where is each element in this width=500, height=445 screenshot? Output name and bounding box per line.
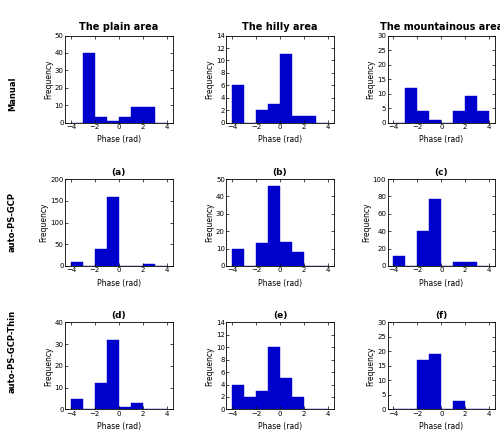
Bar [95, 117, 107, 122]
Bar [107, 121, 119, 122]
Y-axis label: Frequency: Frequency [40, 203, 48, 242]
Bar [477, 111, 489, 122]
Text: (c): (c) [434, 168, 448, 177]
Text: (d): (d) [112, 311, 126, 320]
X-axis label: Phase (rad): Phase (rad) [419, 135, 464, 145]
Bar [107, 340, 119, 409]
Title: The hilly area: The hilly area [242, 22, 318, 32]
Text: (f): (f) [435, 311, 448, 320]
X-axis label: Phase (rad): Phase (rad) [96, 422, 141, 431]
Bar [394, 255, 406, 266]
Bar [232, 85, 244, 122]
X-axis label: Phase (rad): Phase (rad) [419, 422, 464, 431]
Y-axis label: Frequency: Frequency [44, 346, 53, 386]
Bar [232, 249, 244, 266]
Bar [304, 116, 316, 122]
Bar [268, 186, 280, 266]
Bar [465, 97, 477, 122]
Bar [142, 107, 154, 122]
X-axis label: Phase (rad): Phase (rad) [419, 279, 464, 288]
Bar [268, 104, 280, 122]
Bar [280, 378, 292, 409]
Y-axis label: Frequency: Frequency [206, 203, 214, 242]
Bar [292, 116, 304, 122]
Bar [453, 262, 465, 266]
Bar [453, 111, 465, 122]
Text: auto-PS-GCP: auto-PS-GCP [8, 193, 17, 252]
Bar [95, 383, 107, 409]
Text: (a): (a) [112, 168, 126, 177]
Y-axis label: Frequency: Frequency [44, 59, 53, 99]
Title: The mountainous area: The mountainous area [380, 22, 500, 32]
Text: auto-PS-GCP-Thin: auto-PS-GCP-Thin [8, 310, 17, 393]
Bar [280, 242, 292, 266]
Text: (e): (e) [273, 311, 287, 320]
Bar [430, 199, 442, 266]
Bar [430, 120, 442, 122]
Bar [418, 111, 430, 122]
Bar [418, 360, 430, 409]
Bar [268, 347, 280, 409]
Bar [119, 117, 130, 122]
X-axis label: Phase (rad): Phase (rad) [96, 279, 141, 288]
Bar [292, 252, 304, 266]
Bar [406, 88, 417, 122]
Y-axis label: Frequency: Frequency [206, 346, 214, 386]
X-axis label: Phase (rad): Phase (rad) [258, 135, 302, 145]
Bar [83, 53, 95, 122]
Bar [244, 397, 256, 409]
Y-axis label: Frequency: Frequency [206, 59, 214, 99]
Y-axis label: Frequency: Frequency [362, 203, 371, 242]
X-axis label: Phase (rad): Phase (rad) [96, 135, 141, 145]
Bar [292, 397, 304, 409]
X-axis label: Phase (rad): Phase (rad) [258, 422, 302, 431]
Bar [256, 391, 268, 409]
Bar [107, 197, 119, 266]
Bar [71, 399, 83, 409]
Bar [142, 264, 154, 266]
Bar [130, 107, 142, 122]
Bar [256, 110, 268, 122]
Bar [119, 407, 130, 409]
Y-axis label: Frequency: Frequency [366, 346, 376, 386]
Bar [130, 403, 142, 409]
Text: (b): (b) [272, 168, 287, 177]
Y-axis label: Frequency: Frequency [366, 59, 376, 99]
Bar [256, 243, 268, 266]
Bar [95, 250, 107, 266]
Text: Manual: Manual [8, 76, 17, 111]
X-axis label: Phase (rad): Phase (rad) [258, 279, 302, 288]
Bar [430, 354, 442, 409]
Bar [418, 231, 430, 266]
Bar [71, 263, 83, 266]
Bar [465, 262, 477, 266]
Bar [453, 400, 465, 409]
Bar [280, 54, 292, 122]
Bar [232, 384, 244, 409]
Title: The plain area: The plain area [79, 22, 158, 32]
